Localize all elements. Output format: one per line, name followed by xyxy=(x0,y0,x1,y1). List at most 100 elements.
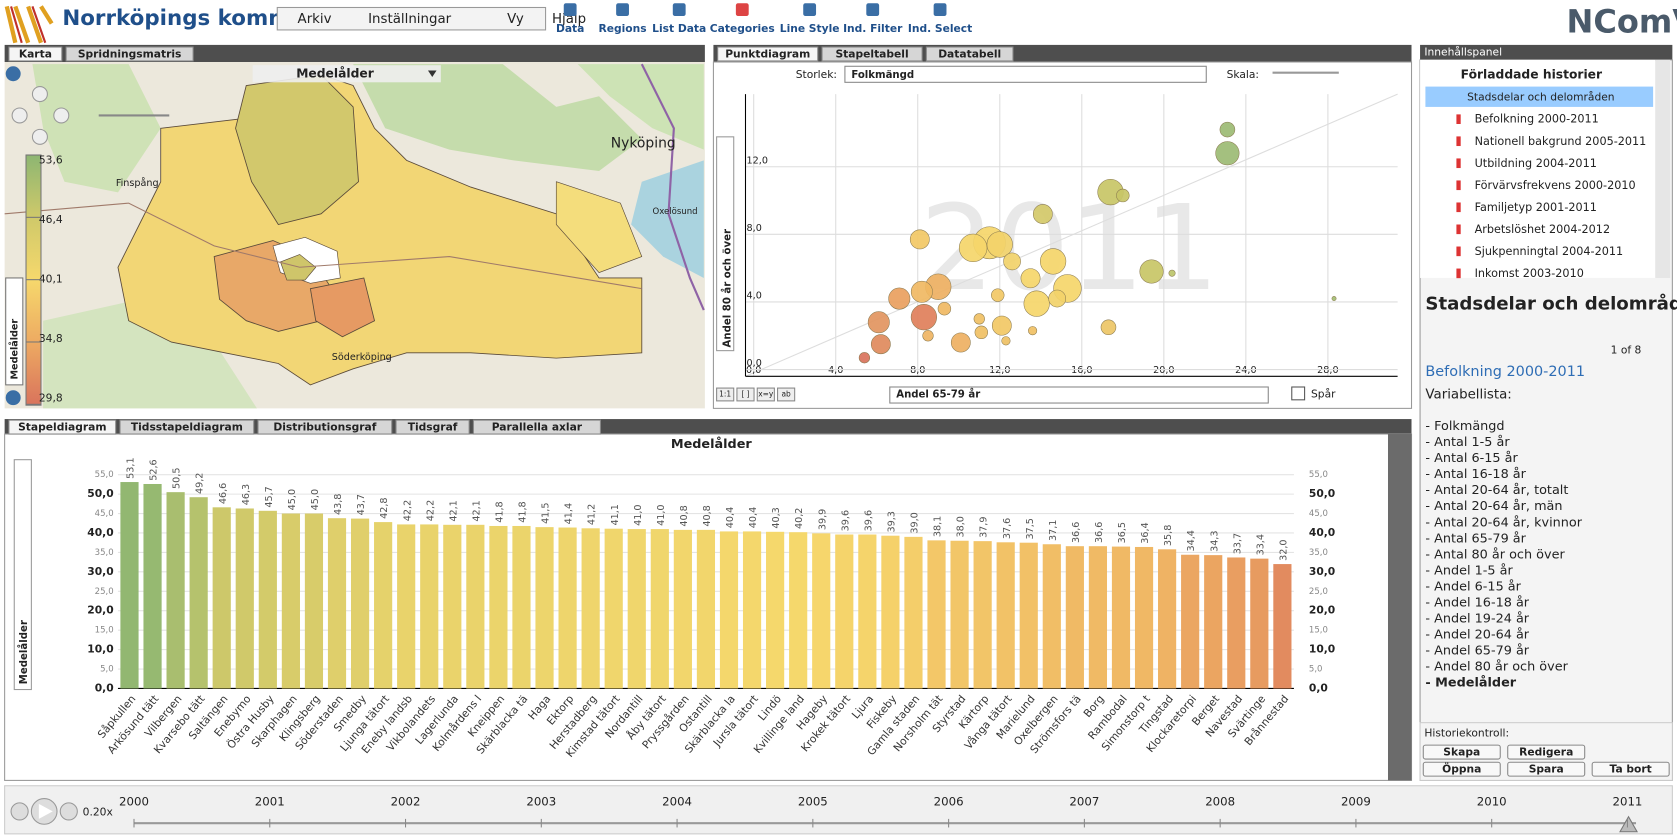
bar[interactable] xyxy=(143,483,162,689)
tool-button[interactable] xyxy=(736,387,755,402)
bubble[interactable] xyxy=(974,325,989,340)
bar[interactable] xyxy=(742,531,762,689)
tab-label[interactable]: Tidsgraf xyxy=(408,421,458,434)
tab-label[interactable]: Datatabell xyxy=(938,48,1001,61)
tab-label[interactable]: Parallella axlar xyxy=(492,421,583,434)
tool-button-label[interactable]: x=y xyxy=(758,389,774,398)
bubble[interactable] xyxy=(1028,326,1038,336)
bar[interactable] xyxy=(719,531,739,689)
bar[interactable] xyxy=(650,529,669,689)
pan-button[interactable] xyxy=(31,86,48,103)
history-button-label[interactable]: Redigera xyxy=(1519,746,1573,759)
bar[interactable] xyxy=(420,524,439,689)
variable-select[interactable] xyxy=(252,65,441,83)
toolbar-label[interactable]: Line Style xyxy=(780,22,840,35)
bar[interactable] xyxy=(1042,544,1061,689)
tab[interactable] xyxy=(257,419,393,435)
story-item[interactable]: Befolkning 2000-2011 xyxy=(1475,113,1599,126)
bar[interactable] xyxy=(1019,542,1038,689)
bubble[interactable] xyxy=(937,302,952,316)
bar[interactable] xyxy=(397,524,416,689)
bar[interactable] xyxy=(466,524,485,689)
size-select[interactable] xyxy=(844,65,1207,83)
story-item[interactable]: Arbetslöshet 2004-2012 xyxy=(1475,223,1611,236)
pan-button[interactable] xyxy=(31,128,48,145)
bar[interactable] xyxy=(304,513,324,689)
toolbar-icon[interactable] xyxy=(803,3,817,17)
help-icon[interactable] xyxy=(5,66,21,82)
toolbar-icon[interactable] xyxy=(933,3,947,17)
history-button-label[interactable]: Skapa xyxy=(1443,746,1480,759)
bar[interactable] xyxy=(1134,546,1154,689)
bar[interactable] xyxy=(558,527,577,689)
bubble[interactable] xyxy=(1139,259,1164,284)
bubble[interactable] xyxy=(910,280,933,303)
bar[interactable] xyxy=(766,531,785,689)
bar[interactable] xyxy=(281,513,300,689)
bar[interactable] xyxy=(489,525,508,689)
history-button[interactable] xyxy=(1422,744,1501,760)
bubble[interactable] xyxy=(909,229,930,250)
tab-label[interactable]: Karta xyxy=(19,48,52,61)
tab[interactable] xyxy=(395,419,470,435)
bar[interactable] xyxy=(166,492,185,689)
bar[interactable] xyxy=(327,518,347,689)
prev-button[interactable] xyxy=(10,802,29,821)
bar[interactable] xyxy=(627,529,646,689)
bar[interactable] xyxy=(1204,555,1223,689)
bar[interactable] xyxy=(374,522,393,689)
bubble[interactable] xyxy=(950,332,971,353)
tab-label[interactable]: Distributionsgraf xyxy=(273,421,376,434)
tree-folder[interactable]: Stadsdelar och delområden xyxy=(1467,90,1615,103)
bar[interactable] xyxy=(235,508,254,689)
bar[interactable] xyxy=(535,527,554,689)
menu-item[interactable]: Vy xyxy=(507,12,524,27)
bar[interactable] xyxy=(973,541,992,689)
bubble[interactable] xyxy=(958,233,988,263)
story-item[interactable]: Sjukpenningtal 2004-2011 xyxy=(1475,245,1624,258)
bar[interactable] xyxy=(789,532,808,689)
bubble[interactable] xyxy=(1331,296,1337,301)
history-button-label[interactable]: Ta bort xyxy=(1610,763,1652,776)
bar[interactable] xyxy=(881,535,900,689)
bubble[interactable] xyxy=(922,330,934,342)
tab-label[interactable]: Punktdiagram xyxy=(725,48,810,61)
bar[interactable] xyxy=(1250,558,1269,689)
tab-label[interactable]: Tidsstapeldiagram xyxy=(131,421,243,434)
toolbar-icon[interactable] xyxy=(563,3,577,17)
map-variable[interactable]: Medelålder xyxy=(296,66,374,80)
tab[interactable] xyxy=(472,419,601,435)
tool-button[interactable] xyxy=(777,387,796,402)
bubble[interactable] xyxy=(1219,121,1236,138)
toolbar-label[interactable]: List Data xyxy=(652,22,706,35)
bar[interactable] xyxy=(1158,549,1177,689)
bubble[interactable] xyxy=(1116,188,1130,203)
tree-root[interactable]: Förladdade historier xyxy=(1461,67,1603,81)
bubble[interactable] xyxy=(1003,252,1021,271)
bar[interactable] xyxy=(189,497,208,689)
toolbar-icon[interactable] xyxy=(616,3,629,17)
trace-checkbox[interactable] xyxy=(1291,386,1306,401)
bubble[interactable] xyxy=(1020,268,1041,289)
history-button[interactable] xyxy=(1591,761,1670,777)
toolbar-label[interactable]: Ind. Filter xyxy=(843,22,903,35)
history-button[interactable] xyxy=(1422,761,1501,777)
bar[interactable] xyxy=(512,525,531,689)
bubble[interactable] xyxy=(910,304,937,331)
bar[interactable] xyxy=(1227,557,1246,689)
bar[interactable] xyxy=(1273,564,1292,689)
tab[interactable] xyxy=(65,46,194,62)
bubble[interactable] xyxy=(986,231,1013,258)
bar[interactable] xyxy=(904,536,923,689)
tab[interactable] xyxy=(8,46,63,62)
menu-item[interactable]: Hjälp xyxy=(552,12,586,27)
bubble[interactable] xyxy=(870,334,891,355)
bubble[interactable] xyxy=(888,287,911,310)
toolbar-label[interactable]: Data xyxy=(556,22,584,35)
bar[interactable] xyxy=(927,540,946,689)
bar[interactable] xyxy=(1088,546,1108,689)
bar[interactable] xyxy=(1065,546,1084,689)
bubble[interactable] xyxy=(858,352,871,364)
tool-button-label[interactable]: [ ] xyxy=(741,389,749,398)
tab-label[interactable]: Stapeltabell xyxy=(835,48,908,61)
